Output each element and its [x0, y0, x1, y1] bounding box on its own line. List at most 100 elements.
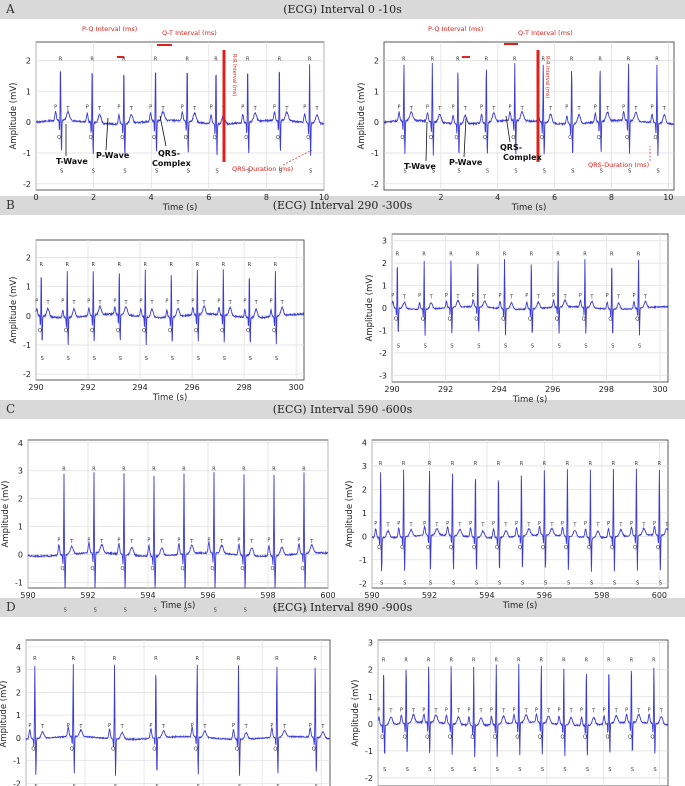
section-band-b: B (ECG) Interval 290 -300s	[0, 196, 685, 215]
y-tick-label: -1	[23, 341, 31, 350]
s-point-label: S	[238, 784, 241, 786]
x-tick-label: 590	[364, 591, 379, 600]
t-wave-label: T	[120, 724, 125, 730]
q-point-label: Q	[168, 328, 172, 334]
q-point-label: Q	[564, 545, 568, 551]
r-peak-label: R	[59, 57, 63, 63]
q-point-label: Q	[244, 135, 248, 141]
y-tick-label: -2	[23, 180, 31, 189]
y-tick-label: -3	[379, 371, 387, 380]
r-peak-label: R	[144, 262, 148, 268]
s-point-label: S	[498, 580, 501, 586]
y-tick-label: 3	[18, 467, 23, 476]
s-point-label: S	[521, 580, 524, 586]
s-point-label: S	[428, 767, 431, 773]
s-point-label: S	[558, 343, 561, 349]
ecg-signal-line	[35, 269, 305, 346]
q-point-label: Q	[448, 735, 452, 741]
q-point-label: Q	[120, 135, 124, 141]
s-point-label: S	[600, 168, 603, 174]
p-wave-label: P	[445, 293, 448, 299]
r-peak-label: R	[541, 57, 545, 63]
t-wave-label: T	[549, 522, 554, 528]
r-peak-label: R	[658, 461, 662, 467]
r-peak-label: R	[248, 262, 252, 268]
s-point-label: S	[514, 168, 517, 174]
p-wave-label: P	[270, 723, 273, 729]
y-tick-label: 1	[16, 711, 21, 720]
s-point-label: S	[496, 767, 499, 773]
p-wave-label: P	[515, 521, 518, 527]
qrs-duration-label: QRS-Duration (ms)	[588, 161, 649, 169]
section-title: (ECG) Interval 590 -600s	[272, 403, 413, 416]
t-wave-label: T	[548, 106, 553, 112]
r-peak-label: R	[513, 57, 517, 63]
r-peak-label: R	[272, 467, 276, 473]
t-wave-label: T	[659, 709, 664, 715]
p-wave-label: P	[108, 723, 111, 729]
y-tick-label: -2	[13, 779, 21, 786]
s-point-label: S	[457, 168, 460, 174]
r-peak-label: R	[212, 467, 216, 473]
ecg-chart-c-right: 590 592 594 596 598 600 -2 -1 0 1 2 3 4 Time (s) Ampli…	[345, 438, 669, 611]
q-point-label: Q	[472, 545, 476, 551]
p-wave-label: P	[446, 521, 449, 527]
s-point-label: S	[197, 356, 200, 362]
r-peak-label: R	[637, 252, 641, 258]
r-peak-label: R	[396, 252, 400, 258]
q-point-label: Q	[633, 545, 637, 551]
t-wave-label: T	[65, 106, 70, 112]
x-axis-label: Time (s)	[502, 601, 538, 611]
t-wave-label: T	[386, 522, 391, 528]
r-peak-label: R	[598, 57, 602, 63]
p-wave-label: P	[651, 104, 654, 110]
t-wave-label: T	[45, 300, 50, 306]
y-tick-label: -1	[371, 149, 379, 158]
s-point-label: S	[608, 767, 611, 773]
p-wave-label: P	[87, 299, 90, 305]
t-wave-label: T	[455, 294, 460, 300]
s-point-label: S	[383, 767, 386, 773]
q-point-label: Q	[582, 316, 586, 322]
p-wave-label: P	[594, 104, 597, 110]
r-peak-label: R	[635, 461, 639, 467]
r-peak-label: R	[154, 656, 158, 662]
p-wave-pointer	[463, 117, 467, 158]
t-wave-label: T	[249, 539, 254, 545]
r-peak-label: R	[242, 467, 246, 473]
t-wave-label: T	[563, 294, 568, 300]
p-wave-label: P	[606, 293, 609, 299]
q-point-label: Q	[38, 328, 42, 334]
s-point-label: S	[279, 168, 282, 174]
x-tick-label: 594	[140, 591, 155, 600]
x-tick-label: 300	[652, 385, 667, 394]
p-wave-label: P	[243, 299, 246, 305]
p-wave-label: P	[207, 538, 210, 544]
s-point-label: S	[276, 784, 279, 786]
t-wave-label: T	[591, 709, 596, 715]
t-wave-label: T	[664, 522, 669, 528]
r-peak-label: R	[427, 657, 431, 663]
r-peak-label: R	[451, 461, 455, 467]
p-wave-label: P	[57, 538, 60, 544]
r-peak-label: R	[246, 57, 250, 63]
p-wave-label: P	[472, 293, 475, 299]
p-wave-label: P	[191, 299, 194, 305]
qrs-complex-pointer	[159, 115, 167, 147]
t-wave-label: T	[279, 539, 284, 545]
t-wave-label: T	[643, 294, 648, 300]
r-peak-label: R	[543, 461, 547, 467]
p-wave-label: P	[149, 104, 152, 110]
y-tick-label: 0	[26, 312, 31, 321]
t-wave-label: T	[160, 106, 165, 112]
t-wave-label: T	[202, 724, 207, 730]
p-wave-label: P	[565, 104, 568, 110]
s-point-label: S	[429, 580, 432, 586]
s-point-label: S	[450, 343, 453, 349]
y-tick-label: 1	[18, 523, 23, 532]
r-peak-label: R	[222, 262, 226, 268]
x-tick-label: 6	[552, 193, 557, 202]
section-letter: D	[6, 600, 16, 614]
s-point-label: S	[184, 607, 187, 613]
qt-interval-label: Q-T Interval (ms)	[518, 29, 573, 37]
